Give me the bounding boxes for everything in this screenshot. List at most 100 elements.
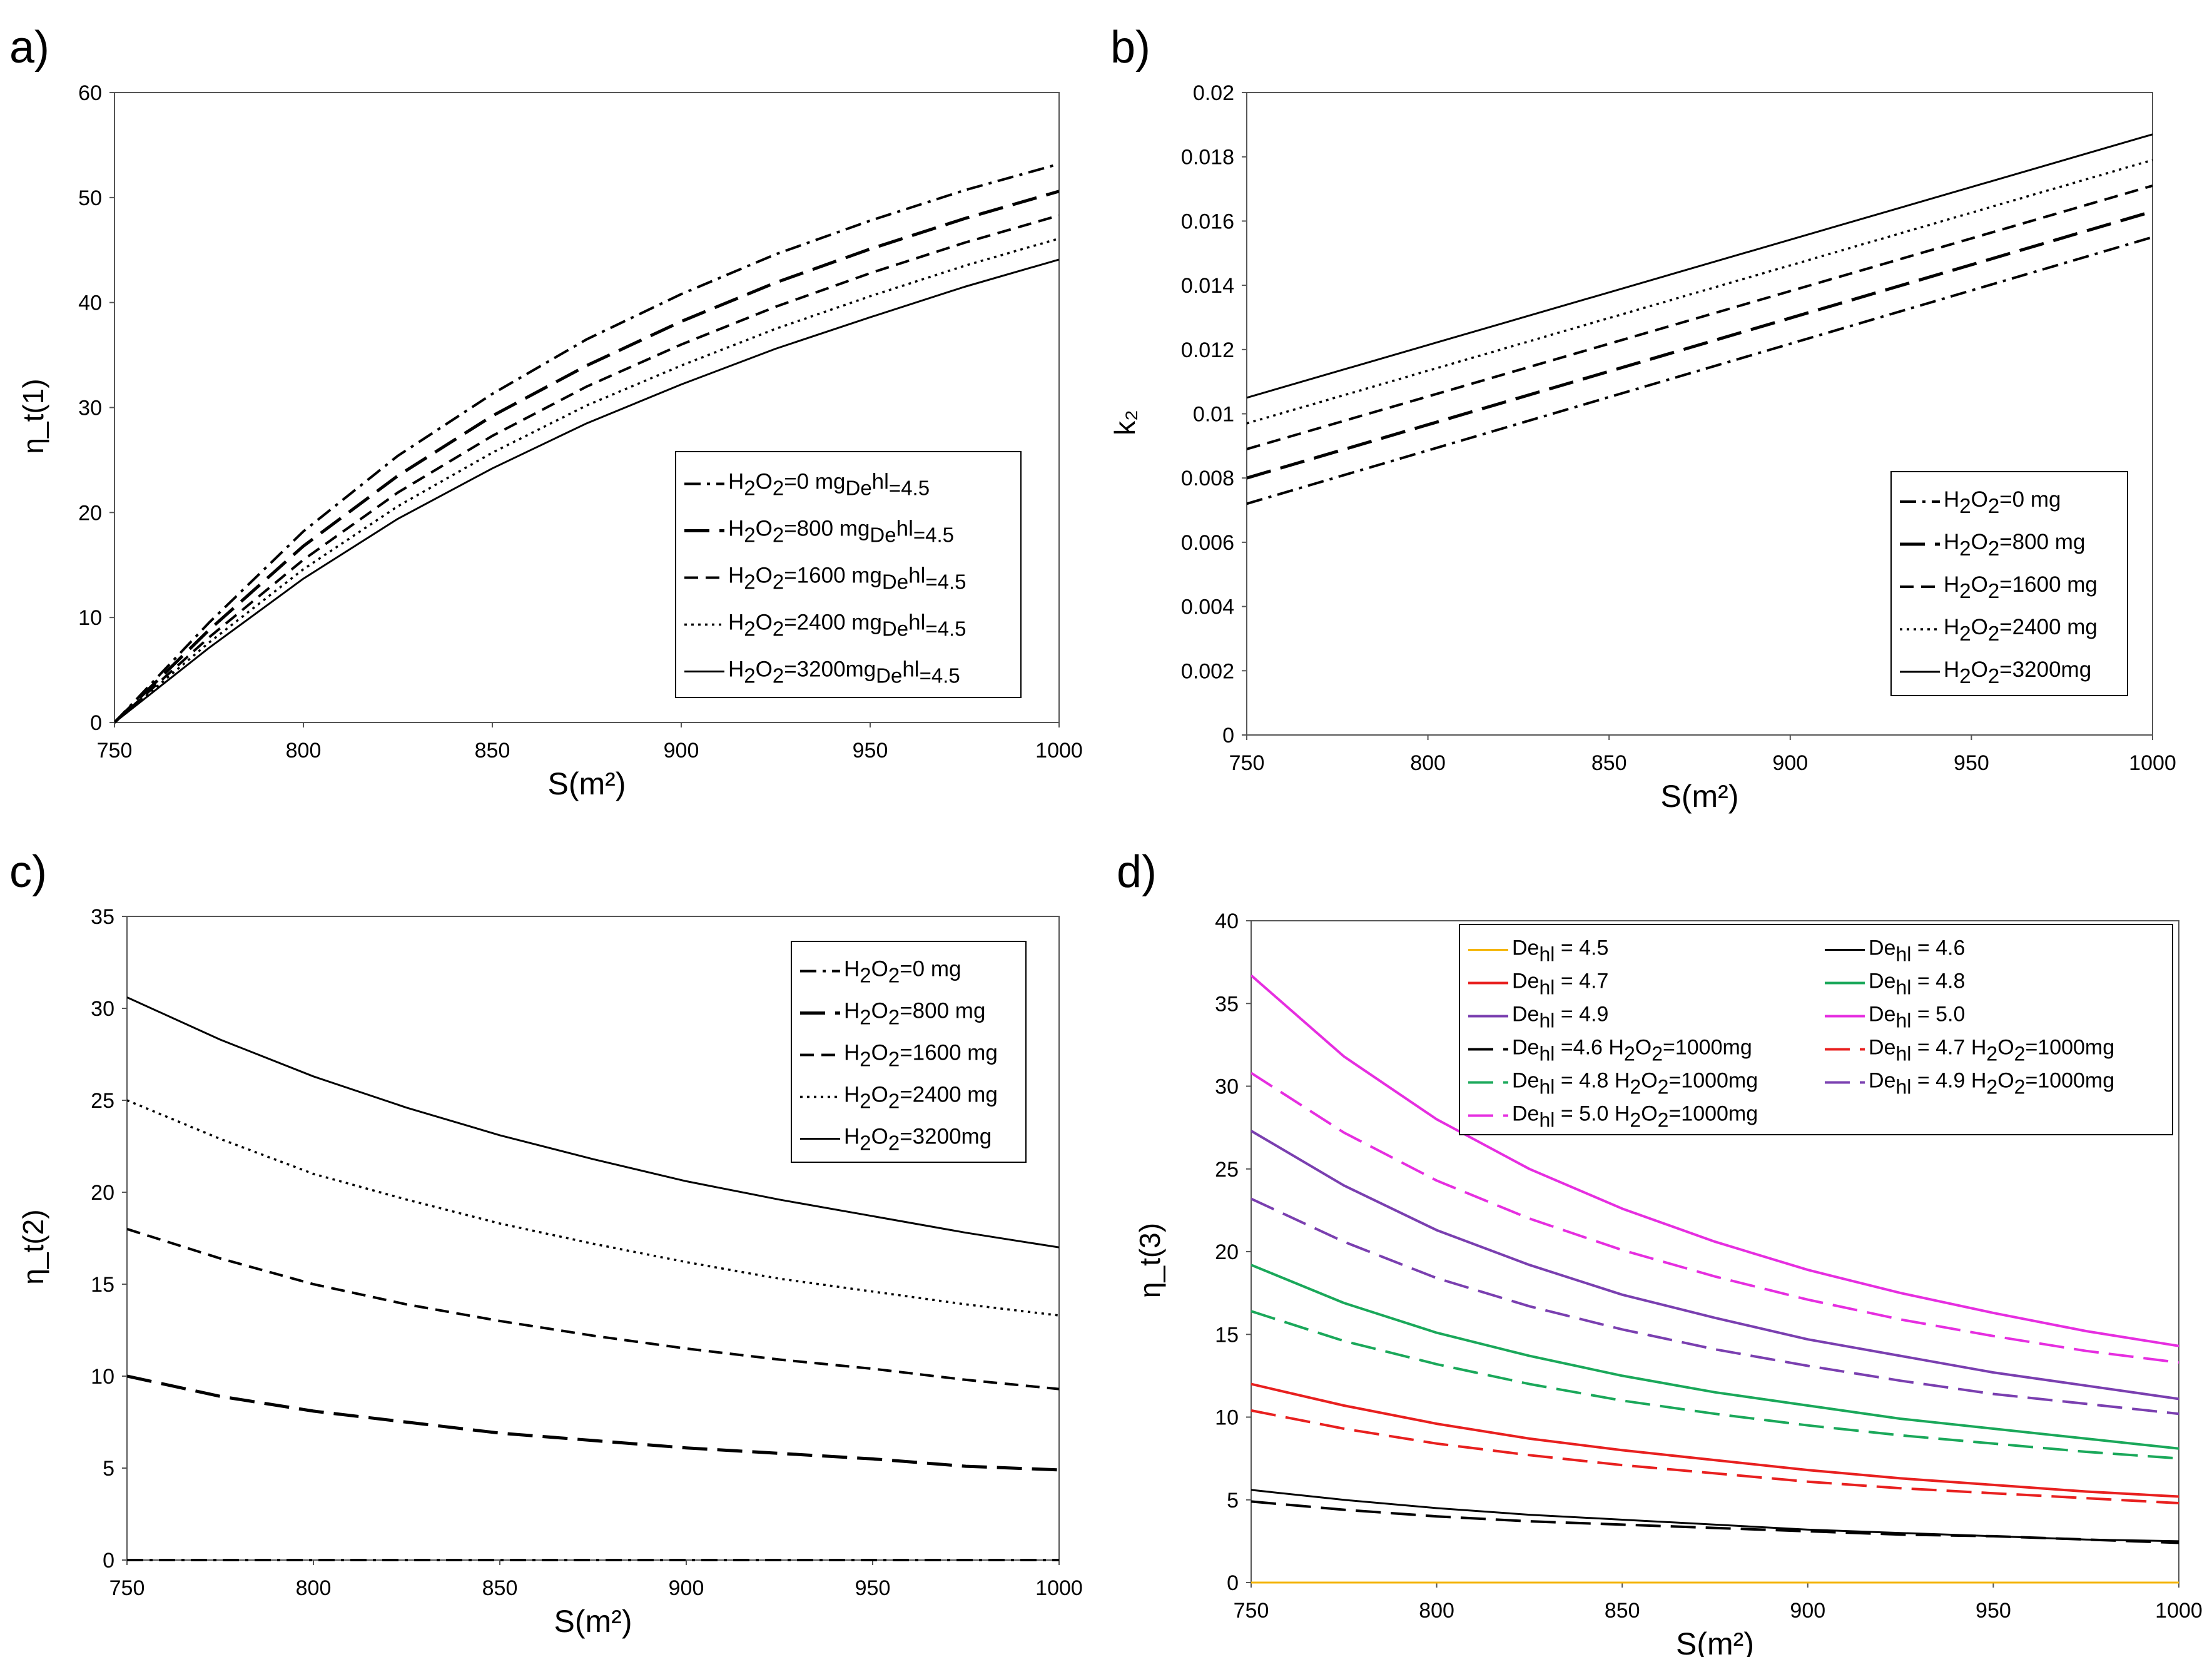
x-tick-label: 850 xyxy=(475,739,510,763)
y-axis-label: η_t(3) xyxy=(1134,1223,1166,1298)
series-line-4 xyxy=(1247,159,2153,425)
series-line-3 xyxy=(114,214,1059,724)
series-line-1 xyxy=(1247,236,2153,505)
legend-entry-label: H2O2=3200mg xyxy=(844,1125,992,1155)
chart-panel-c: c) 0 5 10 15 20 25 30 35 750 800 850 900 950 1000 S(m²)… xyxy=(9,847,1083,1639)
legend: Dehl = 4.5 Dehl = 4.6 Dehl = 4.7 Dehl = 4.8… xyxy=(1459,924,2173,1135)
y-tick-label: 10 xyxy=(1215,1406,1239,1430)
x-tick-label: 900 xyxy=(1772,751,1808,775)
chart-panel-b: b) 0 0.002 0.004 0.006 0.008 0.01 0.012 0.014 0.0… xyxy=(1109,23,2176,814)
y-tick-label: 20 xyxy=(1215,1240,1239,1264)
legend: H2O2=0 mg H2O2=800 mg H2O2=1600 mg H2O2=240… xyxy=(1890,471,2128,696)
series-line-4 xyxy=(1251,1264,2179,1450)
chart-panel-d: d) 0 5 10 15 20 25 30 35 40 750 800 850 900 950 1000 S(m… xyxy=(1117,847,2203,1657)
y-tick-label: 35 xyxy=(1215,992,1239,1016)
plot-area-frame xyxy=(126,916,1060,1561)
legend-entry-label: H2O2=0 mgDehl=4.5 xyxy=(728,470,930,500)
x-tick-label: 850 xyxy=(482,1576,518,1600)
x-axis-label: S(m²) xyxy=(548,766,626,801)
y-tick-label: 10 xyxy=(78,606,102,630)
x-tick-label: 1000 xyxy=(1035,1576,1083,1600)
series-line-8 xyxy=(1251,1409,2179,1504)
legend-entry-label: Dehl = 4.9 xyxy=(1512,1003,1608,1032)
x-tick-label: 1000 xyxy=(2155,1599,2203,1623)
series-line-2 xyxy=(127,1374,1059,1472)
series-line-1 xyxy=(114,163,1059,724)
y-tick-label: 60 xyxy=(78,81,102,105)
series-line-2 xyxy=(114,190,1059,724)
legend-entry-label: Dehl = 4.5 xyxy=(1512,936,1608,966)
legend-entry-label: H2O2=0 mg xyxy=(844,957,961,987)
y-tick-label: 15 xyxy=(1215,1323,1239,1347)
y-tick-label: 30 xyxy=(1215,1075,1239,1099)
y-tick-label: 20 xyxy=(91,1181,114,1205)
x-tick-label: 900 xyxy=(664,739,699,763)
series-line-2 xyxy=(1251,1489,2179,1543)
legend-entry-label: H2O2=1600 mg xyxy=(844,1041,998,1071)
y-tick-label: 5 xyxy=(1227,1489,1239,1513)
series-line-5 xyxy=(1247,133,2153,399)
series-line-7 xyxy=(1251,1500,2179,1544)
x-tick-label: 750 xyxy=(109,1576,145,1600)
y-tick-label: 35 xyxy=(91,905,114,929)
x-tick-label: 750 xyxy=(97,739,133,763)
y-tick-label: 30 xyxy=(78,397,102,420)
legend-entry-label: Dehl = 4.7 xyxy=(1512,970,1608,999)
x-tick-label: 950 xyxy=(855,1576,891,1600)
legend-entry-label: H2O2=800 mgDehl=4.5 xyxy=(728,517,954,547)
legend-entry-label: Dehl = 4.7 H2O2=1000mg xyxy=(1869,1036,2114,1065)
y-tick-label: 0 xyxy=(103,1549,114,1573)
series-line-6 xyxy=(1251,974,2179,1347)
y-tick-label: 40 xyxy=(1215,910,1239,933)
y-tick-label: 20 xyxy=(78,501,102,525)
legend-entry-label: H2O2=1600 mg xyxy=(1944,572,2098,602)
y-tick-label: 0.008 xyxy=(1181,467,1234,490)
y-tick-label: 0.02 xyxy=(1193,81,1234,105)
y-tick-label: 15 xyxy=(91,1273,114,1297)
y-tick-label: 0.004 xyxy=(1181,595,1234,619)
x-axis-label: S(m²) xyxy=(1661,779,1739,814)
legend-entry-label: H2O2=3200mg xyxy=(1944,657,2091,687)
x-tick-label: 800 xyxy=(286,739,322,763)
y-tick-label: 0.01 xyxy=(1193,403,1234,427)
y-tick-label: 0.016 xyxy=(1181,210,1234,233)
y-tick-label: 40 xyxy=(78,291,102,315)
y-tick-label: 0 xyxy=(90,711,102,735)
y-tick-label: 0.014 xyxy=(1181,274,1234,298)
legend-entry-label: H2O2=800 mg xyxy=(844,999,985,1029)
x-tick-label: 750 xyxy=(1229,751,1265,775)
x-tick-label: 850 xyxy=(1605,1599,1640,1623)
series-group xyxy=(1247,133,2153,505)
legend-entry-label: H2O2=800 mg xyxy=(1944,530,2085,560)
series-line-11 xyxy=(1251,1072,2179,1364)
panel-label: b) xyxy=(1110,23,1150,73)
x-tick-label: 800 xyxy=(296,1576,332,1600)
series-line-10 xyxy=(1251,1197,2179,1416)
y-tick-label: 0.006 xyxy=(1181,531,1234,555)
series-line-2 xyxy=(1247,210,2153,480)
series-line-3 xyxy=(1247,184,2153,450)
series-line-9 xyxy=(1251,1310,2179,1460)
legend-entry-label: Dehl = 5.0 xyxy=(1869,1003,1965,1032)
series-line-5 xyxy=(127,996,1059,1249)
legend-entry-label: Dehl = 4.6 xyxy=(1869,936,1965,966)
x-tick-label: 950 xyxy=(1954,751,1989,775)
legend-entry-label: H2O2=2400 mg xyxy=(844,1083,998,1113)
legend-box xyxy=(1890,471,2128,696)
legend-entry-label: Dehl = 4.8 H2O2=1000mg xyxy=(1512,1069,1758,1098)
y-axis-label: k₂ xyxy=(1109,410,1141,435)
legend: H2O2=0 mgDehl=4.5 H2O2=800 mgDehl=4.5 H2O2… xyxy=(675,451,1022,698)
y-tick-label: 5 xyxy=(103,1457,114,1481)
y-tick-label: 0.018 xyxy=(1181,146,1234,170)
x-tick-label: 950 xyxy=(1976,1599,2011,1623)
legend-entry-label: H2O2=2400 mgDehl=4.5 xyxy=(728,611,966,641)
y-tick-label: 0.002 xyxy=(1181,659,1234,683)
y-tick-label: 25 xyxy=(1215,1158,1239,1182)
y-axis-label: η_t(2) xyxy=(17,1209,49,1284)
legend-box xyxy=(675,451,1022,698)
y-tick-label: 0 xyxy=(1227,1571,1239,1595)
series-line-3 xyxy=(1251,1382,2179,1498)
panel-label: d) xyxy=(1117,847,1157,897)
legend-entry-label: H2O2=2400 mg xyxy=(1944,615,2098,645)
